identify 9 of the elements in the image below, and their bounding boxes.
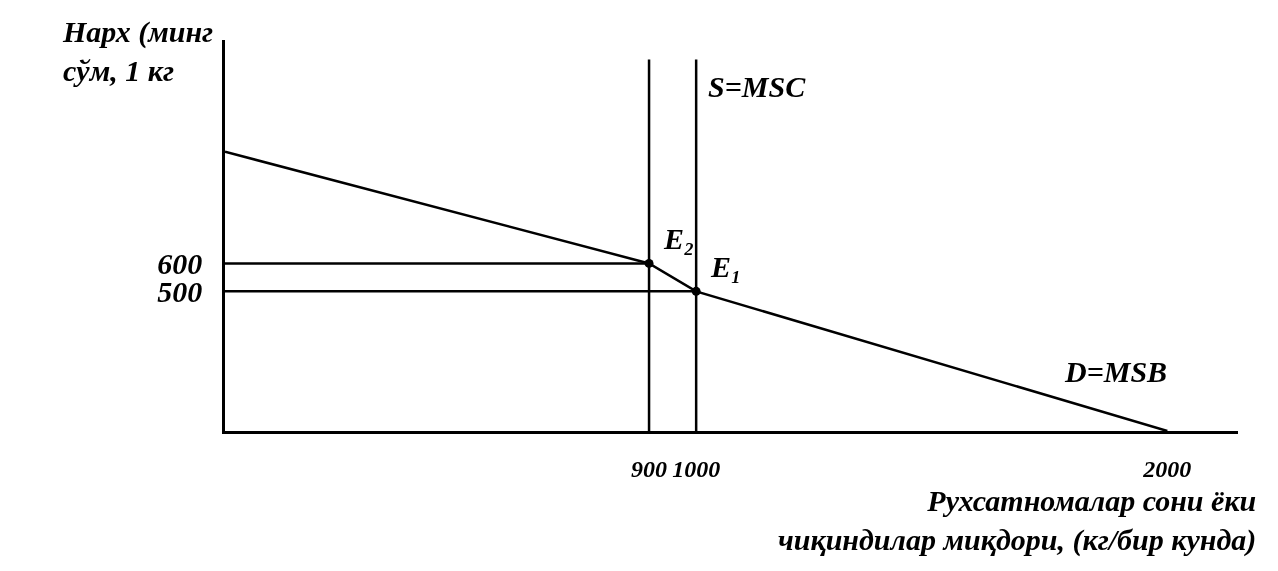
ref-line-label: S=MSC xyxy=(708,70,807,103)
annotation: E₂ xyxy=(663,222,695,255)
x-tick-label: 900 xyxy=(631,455,668,482)
y-axis-title: Нарх (минг сўм, 1 кг xyxy=(62,15,214,87)
x-tick-label: 2000 xyxy=(1142,455,1192,482)
annotation: E₁ xyxy=(710,250,742,283)
x-axis-title: Рухсатномалар сони ёки чиқиндилар миқдори, (кг/бир кунда) xyxy=(778,484,1257,557)
annotation: D=MSB xyxy=(1064,355,1168,388)
x-tick-label: 1000 xyxy=(672,455,721,482)
